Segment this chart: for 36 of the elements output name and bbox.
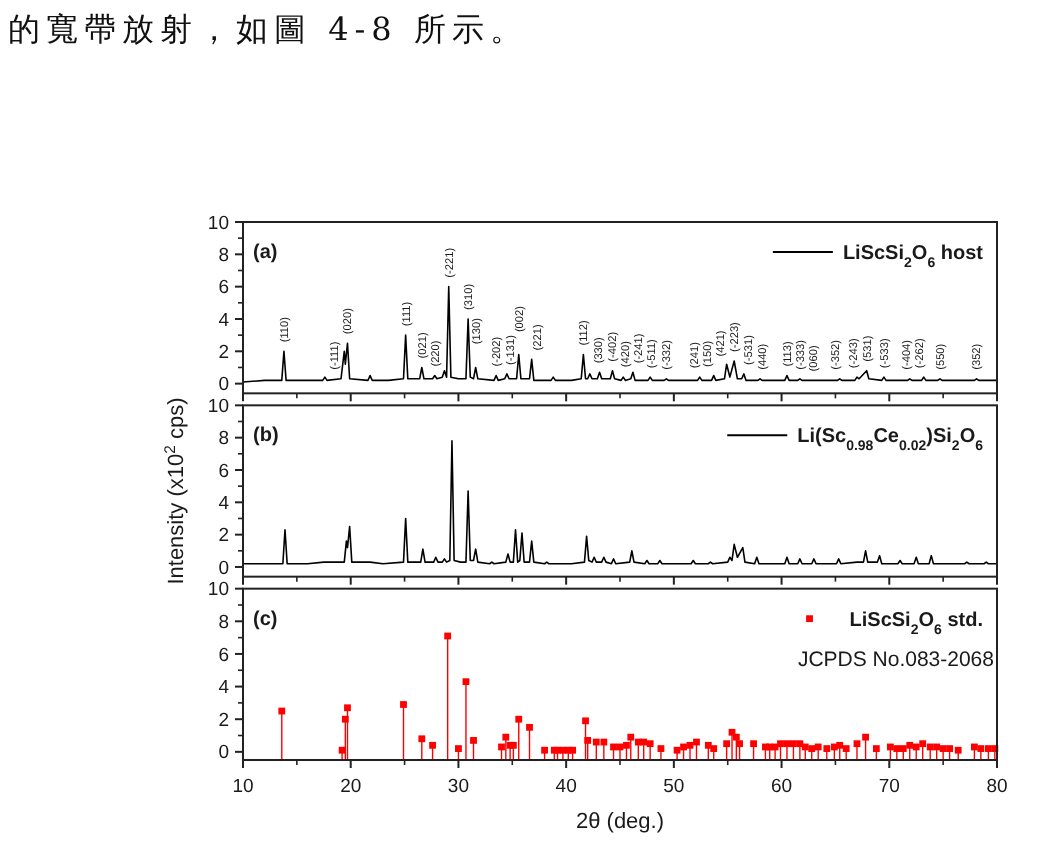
- y-tick-label: 6: [218, 460, 229, 483]
- annotation: (b): [253, 425, 279, 448]
- y-tick-label: 2: [218, 341, 229, 364]
- y-tick-label: 2: [218, 709, 229, 732]
- x-tick-label: 40: [555, 776, 577, 798]
- y-tick-label: 8: [218, 244, 229, 267]
- y-tick-label: 4: [218, 677, 229, 700]
- annotation: (c): [253, 608, 278, 631]
- x-axis-title: 2θ (deg.): [575, 809, 665, 834]
- y-tick-label: 8: [218, 428, 229, 451]
- y-tick-label: 6: [218, 644, 229, 667]
- x-tick-label: 50: [663, 776, 685, 798]
- y-tick-label: 10: [207, 212, 229, 235]
- annotation: (a): [253, 242, 278, 264]
- y-tick-label: 0: [218, 374, 229, 397]
- x-tick-label: 20: [340, 776, 362, 798]
- y-tick-label: 10: [207, 395, 229, 418]
- y-tick-label: 10: [207, 579, 229, 602]
- text: 的寬帶放射，如圖 4-8 所示。: [8, 10, 528, 48]
- y-tick-label: 0: [218, 742, 229, 765]
- y-tick-label: 6: [218, 277, 229, 300]
- legend-label: Li(Sc$_{0.98}$Ce$_{0.02}$)Si$_{2}$O$_{6}$: [797, 426, 984, 454]
- line-series: [242, 285, 998, 383]
- annotation: JCPDS No.083-2068: [797, 648, 995, 673]
- x-tick-label: 80: [986, 776, 1008, 798]
- x-tick-label: 70: [878, 776, 900, 798]
- y-tick-label: 4: [218, 492, 229, 515]
- x-tick-label: 60: [770, 776, 793, 798]
- y-tick-label: 0: [218, 557, 229, 580]
- legend-label: LiScSi$_{2}$O$_{6}$ host: [842, 243, 985, 270]
- y-tick-label: 8: [218, 611, 229, 634]
- x-tick-label: 10: [232, 776, 254, 798]
- y-tick-label: 2: [218, 525, 229, 548]
- legend-label: LiScSi$_{2}$O$_{6}$ std.: [849, 609, 984, 637]
- y-tick-label: 4: [218, 309, 229, 332]
- x-tick-label: 30: [447, 776, 470, 798]
